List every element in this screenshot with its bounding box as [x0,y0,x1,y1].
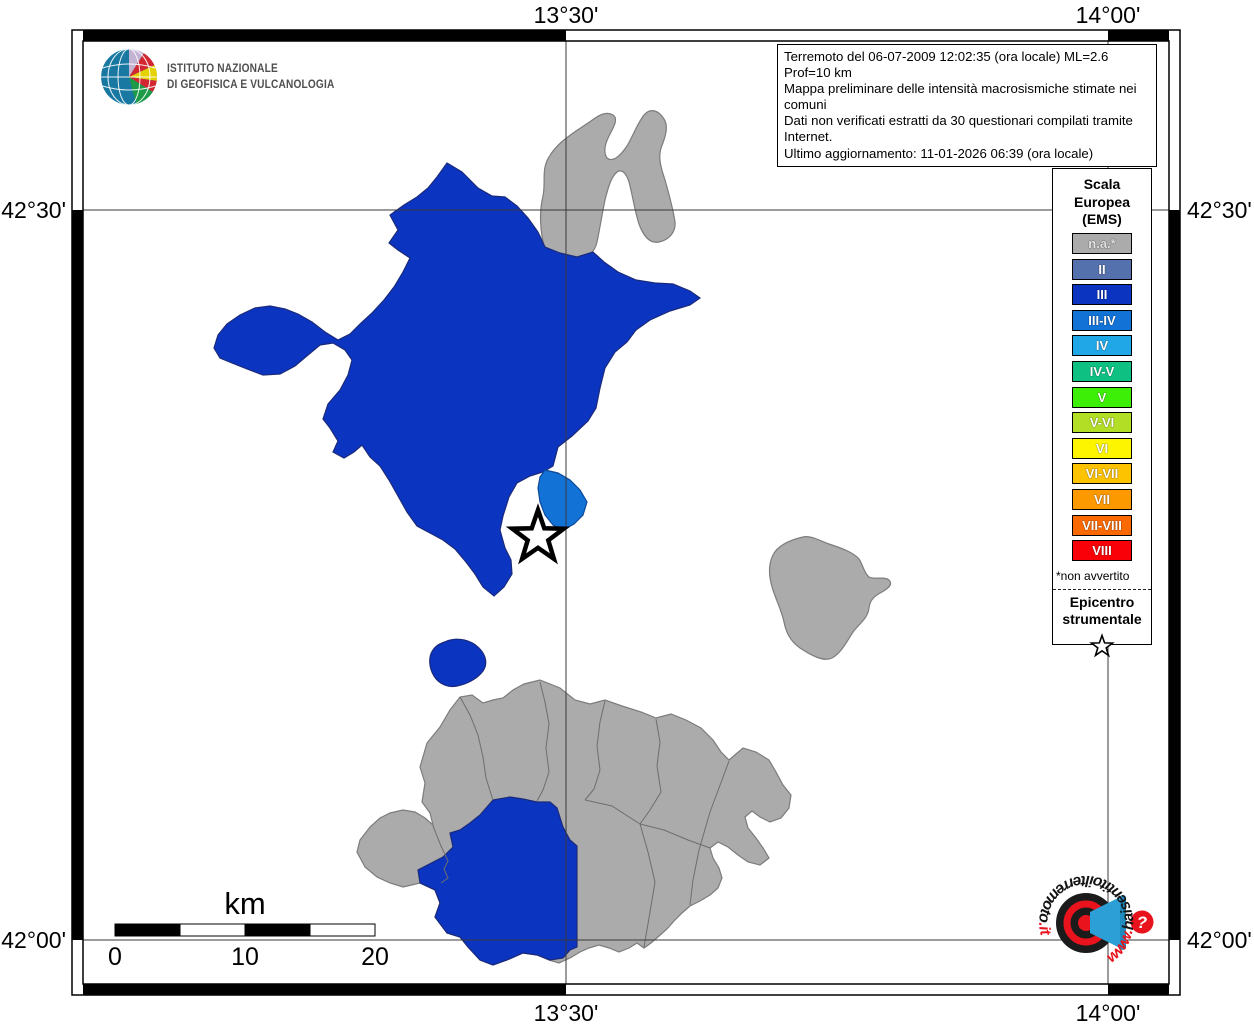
municipality-border [584,799,641,825]
axis-label-left-lat2: 42°00' [1,927,66,953]
scale-bar-segment [244,923,311,937]
legend-title: Scala Europea (EMS) [1053,176,1151,229]
scale-tick-10: 10 [231,943,259,971]
legend-title-line1: Scala [1083,176,1121,192]
info-line-3: Dati non verificati estratti da 30 quest… [784,113,1133,145]
ingv-globe-logo [101,49,157,105]
axis-label-left-lat1: 42°30' [1,197,66,223]
info-line-2: Mappa preliminare delle intensità macros… [784,81,1137,113]
logo-megaphone-icon [1090,896,1122,949]
legend-chip-III: III [1072,284,1132,306]
legend-chip-VI-VII: VI-VII [1072,463,1132,485]
legend-title-line3: (EMS) [1082,211,1122,227]
map-regions [213,110,892,966]
map-overlay [505,503,571,565]
ingv-org-line2: DI GEOFISICA E VULCANOLOGIA [167,78,335,91]
legend-chip-III-IV: III-IV [1072,309,1132,331]
axis-label-right-lat2: 42°00' [1187,927,1252,953]
region-small-blue-west [429,638,487,688]
legend-chip-VII-VIII: VII-VIII [1072,514,1132,536]
region-south-blue [417,796,578,966]
region-main-blue [213,162,702,597]
legend-chip-VIII: VIII [1072,540,1132,562]
logo-question-mark: ? [1137,913,1148,932]
municipality-border [584,700,606,801]
scale-bar-segment [309,923,376,937]
legend-title-line2: Europea [1073,193,1130,210]
logo-megaphone-rim [1120,895,1126,950]
map-frame [71,29,1181,996]
ingv-org-line1: ISTITUTO NAZIONALE [167,63,278,75]
info-line-1: Terremoto del 06-07-2009 12:02:35 (ora l… [784,49,1109,81]
region-north-gray-hook [539,110,676,259]
legend-chip-II: II [1072,258,1132,280]
axis-label-bottom-lon1: 13°30' [533,1000,599,1026]
legend-chip-IV: IV [1072,335,1132,357]
municipality-border [639,823,656,948]
earthquake-info-box: Terremoto del 06-07-2009 12:02:35 (ora l… [777,44,1157,167]
scale-bar [114,923,376,937]
legend-chip-V: V [1072,386,1132,408]
region-east-gray-blob [769,536,892,660]
axis-label-right-lat1: 42°30' [1187,197,1252,223]
municipality-border [639,718,662,825]
axis-label-bottom-lon2: 14°00' [1075,1000,1141,1026]
scale-tick-0: 0 [108,943,122,971]
municipality-border [432,825,449,884]
logo-question-badge [1130,910,1154,934]
axis-label-top-lon1: 13°30' [533,2,599,28]
scale-bar-segment [179,923,246,937]
legend-chip-n.a.*: n.a.* [1072,233,1132,255]
legend-chips: n.a.* II III III-IV IV IV-V V V-VI VI VI-VII VII VI… [1053,233,1151,562]
scale-bar-segment [114,923,181,937]
legend-chip-V-VI: V-VI [1072,412,1132,434]
legend-epicenter-line2: strumentale [1062,611,1142,628]
axis-label-top-lon2: 14°00' [1075,2,1141,28]
municipality-border [689,760,730,906]
ingv-org-name: ISTITUTO NAZIONALE DI GEOFISICA E VULCAN… [167,62,334,93]
legend-divider [1053,589,1151,591]
info-line-4: Ultimo aggiornamento: 11-01-2026 06:39 (… [784,145,1094,161]
haisentitoilterremoto-logo: ? www.haisentitoilterremoto .it [1035,872,1154,966]
scale-bar-unit: km [224,886,266,921]
legend-panel: Scala Europea (EMS) n.a.* II III III-IV IV IV… [1052,168,1152,658]
legend-chip-VII: VII [1072,489,1132,511]
municipality-border [459,696,494,801]
legend-footnote: *non avvertito [1056,569,1130,584]
legend-epicenter-line1: Epicentro [1069,594,1135,611]
legend-epicenter-label: Epicentro strumentale [1053,594,1151,628]
legend-epicenter-star-icon [1089,632,1115,658]
epicenter-star-marker [505,503,571,565]
municipality-border [536,681,550,802]
scale-tick-20: 20 [361,943,389,971]
municipality-border [639,823,711,849]
legend-chip-IV-V: IV-V [1072,361,1132,383]
legend-chip-VI: VI [1072,437,1132,459]
region-epicentral-light-blue [537,469,588,531]
